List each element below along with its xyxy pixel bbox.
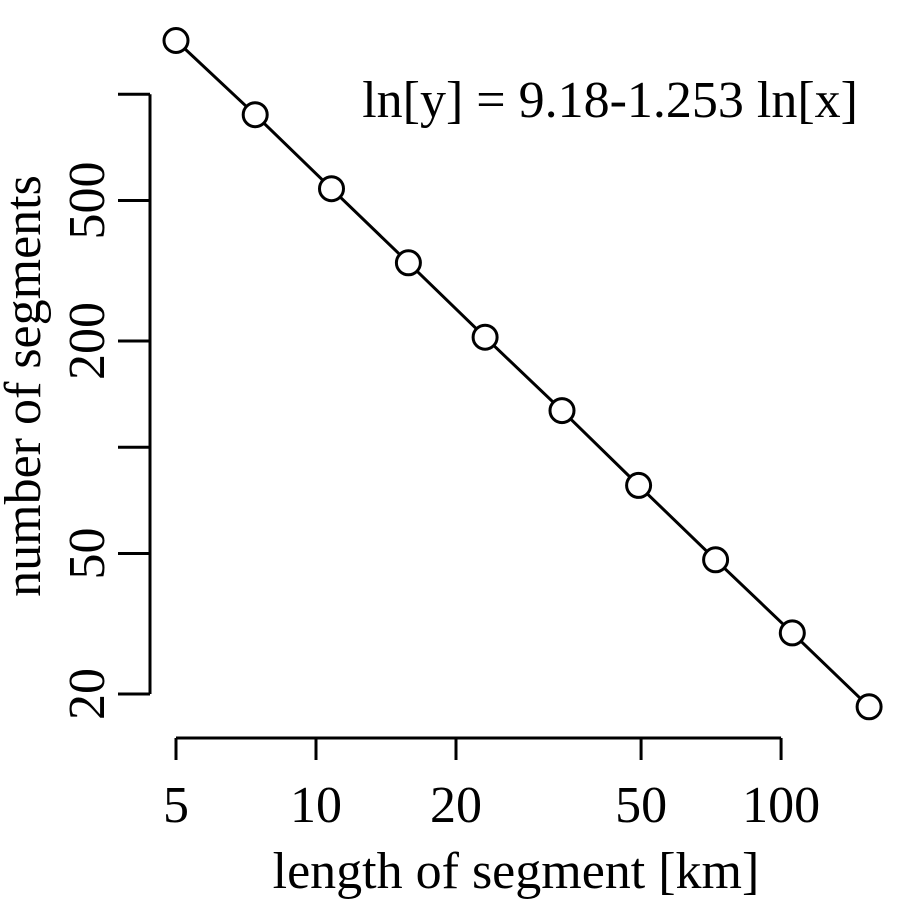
data-point: [702, 546, 730, 574]
series-line: [174, 39, 871, 708]
data-point: [318, 175, 345, 203]
y-tick-label: 500: [59, 162, 116, 240]
data-point: [241, 101, 269, 129]
y-tick-label: 200: [59, 302, 116, 380]
x-tick-label: 5: [163, 777, 189, 834]
y-axis: 20 50 200 500: [59, 92, 152, 720]
data-point: [778, 619, 806, 647]
data-point: [162, 27, 190, 54]
x-tick-label: 100: [742, 777, 820, 834]
data-point: [625, 471, 653, 499]
y-axis-title: number of segments: [0, 175, 52, 597]
data-point: [394, 249, 422, 277]
x-axis-title: length of segment [km]: [273, 843, 760, 900]
plot-series: [162, 27, 883, 721]
data-point: [471, 323, 499, 351]
x-tick-label: 50: [615, 777, 667, 834]
data-point: [548, 397, 576, 425]
equation-annotation: ln[y] = 9.18-1.253 ln[x]: [362, 72, 858, 129]
x-tick-label: 20: [430, 777, 482, 834]
y-tick-label: 50: [59, 528, 116, 580]
y-tick-label: 20: [59, 668, 116, 720]
data-point: [855, 693, 883, 721]
x-tick-label: 10: [290, 777, 342, 834]
x-axis: 5 10 20 50 100: [163, 736, 820, 834]
